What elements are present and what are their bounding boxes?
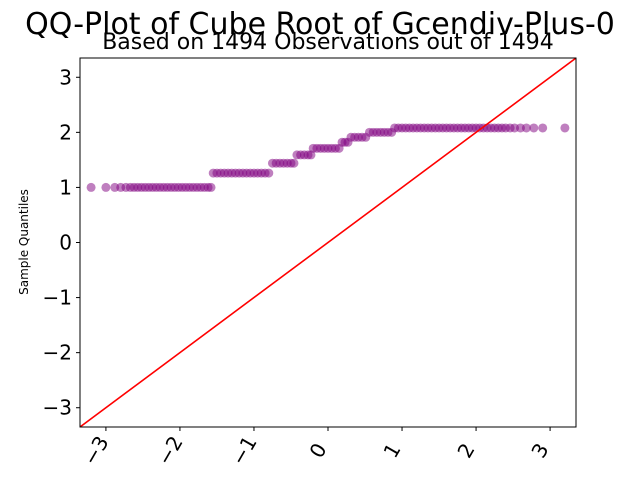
chart-subtitle: Based on 1494 Observations out of 1494 — [102, 30, 554, 55]
y-tick-label: −2 — [43, 341, 72, 365]
x-tick-label: −3 — [78, 432, 114, 470]
x-tick-label: −1 — [226, 432, 262, 470]
x-tick-label: −2 — [152, 432, 188, 470]
x-tick-label: 2 — [452, 439, 479, 462]
y-tick-label: 2 — [59, 120, 72, 144]
y-tick-label: −3 — [43, 396, 72, 420]
data-point — [289, 158, 299, 168]
data-point — [529, 123, 539, 133]
y-axis: −3 −2 −1 0 1 2 3 — [43, 65, 80, 420]
x-tick-label: 0 — [304, 439, 331, 462]
data-point — [206, 182, 216, 192]
data-point — [86, 182, 96, 192]
x-axis: −3 −2 −1 0 1 2 3 — [78, 427, 554, 469]
y-tick-label: 0 — [59, 231, 72, 255]
reference-line-group — [80, 58, 576, 427]
chart-title: QQ-Plot of Cube Root of Gcendiv-Plus-0 — [25, 7, 615, 42]
y-tick-label: −1 — [43, 286, 72, 310]
data-point — [521, 123, 531, 133]
x-tick-label: 3 — [526, 439, 553, 462]
x-tick-label: 1 — [378, 439, 405, 462]
data-point — [101, 182, 111, 192]
data-points — [86, 123, 570, 192]
reference-line — [80, 58, 576, 427]
data-point — [560, 123, 570, 133]
data-point — [538, 123, 548, 133]
y-tick-label: 3 — [59, 65, 72, 89]
data-point — [264, 168, 274, 178]
y-tick-label: 1 — [59, 175, 72, 199]
y-axis-label: Sample Quantiles — [17, 189, 31, 295]
